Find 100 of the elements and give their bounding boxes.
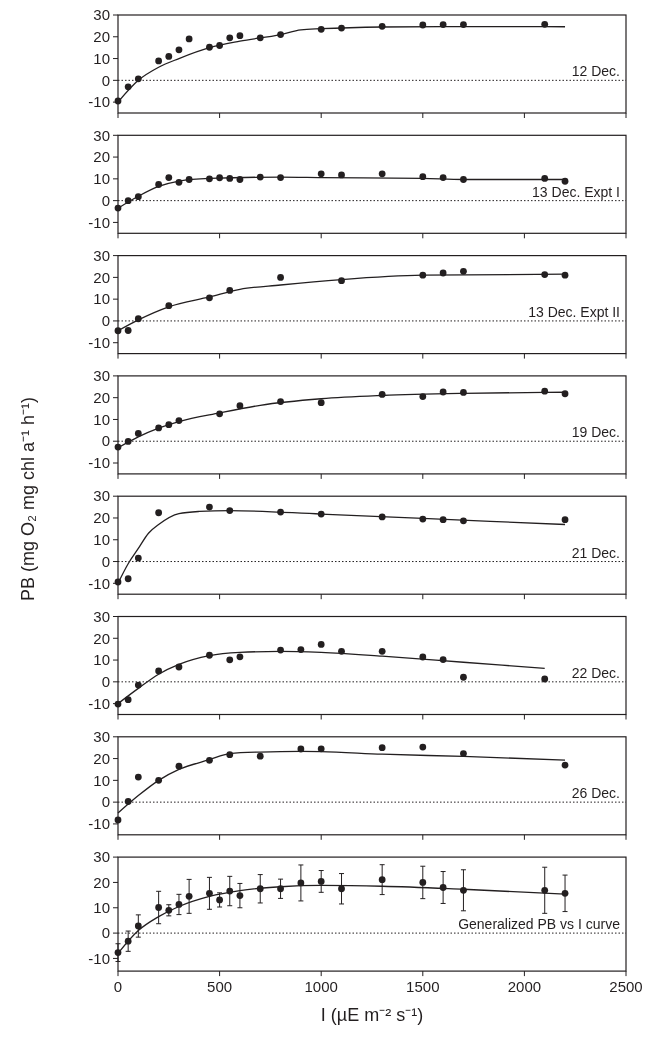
point [419,515,427,523]
point [175,46,183,54]
point [185,35,193,43]
point [226,175,234,182]
point [277,508,284,516]
point [175,417,183,424]
y-tick-label: 0 [101,71,110,89]
point [155,509,163,517]
point [134,773,142,781]
point [439,884,447,891]
point [124,438,132,445]
point [317,399,325,407]
point [256,173,264,181]
x-tick-label: 0 [113,978,123,996]
point [226,34,234,42]
point [134,922,142,930]
point [317,640,325,648]
annotation: 13 Dec. Expt I [532,183,620,200]
y-axis-title: PB (mg O₂ mg chl a⁻¹ h⁻¹) [18,396,38,602]
point [419,173,427,181]
point [256,752,264,760]
point [134,429,142,437]
point [541,175,549,182]
point [561,516,569,524]
point [165,174,173,181]
y-tick-label: -10 [88,454,110,472]
point [155,667,163,675]
point [124,83,132,91]
point [561,177,569,185]
y-tick-label: 10 [93,410,110,428]
point [206,503,213,511]
point [338,885,345,893]
point [277,31,284,38]
y-tick-label: 30 [93,6,110,24]
point [378,876,386,884]
annotation: 12 Dec. [571,63,620,80]
point [338,277,345,285]
point [236,176,244,183]
annotation: 26 Dec. [571,785,620,802]
y-tick-label: 0 [101,312,110,330]
point [419,743,427,751]
point [439,388,447,396]
point [256,34,264,42]
x-tick-label: 500 [207,978,233,996]
point [206,756,213,764]
y-tick-label: 20 [93,388,110,406]
y-tick-label: 30 [93,607,110,625]
point [460,750,467,757]
annotation: 19 Dec. [571,424,620,441]
point [561,761,569,769]
point [165,52,173,60]
point [541,886,549,894]
point [378,391,386,398]
y-tick-label: 10 [93,49,110,67]
y-tick-label: -10 [88,949,110,967]
point [378,513,386,521]
point [460,176,467,183]
point [134,193,142,201]
point [297,879,305,887]
point [165,421,173,429]
point [124,696,132,704]
y-tick-label: 20 [93,148,110,166]
point [460,389,467,396]
point [419,879,427,886]
point [226,751,234,759]
y-tick-label: 10 [93,170,110,188]
x-tick-label: 1500 [406,978,440,996]
annotation: 13 Dec. Expt II [528,303,620,320]
point [185,892,193,900]
point [419,393,427,400]
point [124,798,132,805]
point [155,776,163,784]
y-tick-label: 10 [93,531,110,549]
point [175,178,183,186]
point [216,42,223,49]
y-tick-label: 20 [93,749,110,767]
point [460,267,467,275]
y-tick-label: 10 [93,651,110,669]
point [256,885,264,893]
point [439,656,447,664]
y-tick-label: 30 [93,487,110,505]
point [419,271,427,279]
point [124,197,132,205]
x-tick-label: 2500 [609,978,643,996]
y-tick-label: 0 [101,191,110,209]
y-tick-label: 30 [93,367,110,385]
y-tick-label: -10 [88,213,110,231]
point [155,424,163,432]
point [317,878,325,885]
point [236,892,244,900]
point [226,507,234,514]
point [561,390,569,398]
y-tick-label: 20 [93,28,110,46]
point [541,387,549,395]
point [378,647,386,655]
y-tick-label: 10 [93,771,110,789]
x-tick-label: 1000 [304,978,338,996]
point [419,653,427,661]
point [317,510,325,518]
y-tick-label: -10 [88,574,110,592]
